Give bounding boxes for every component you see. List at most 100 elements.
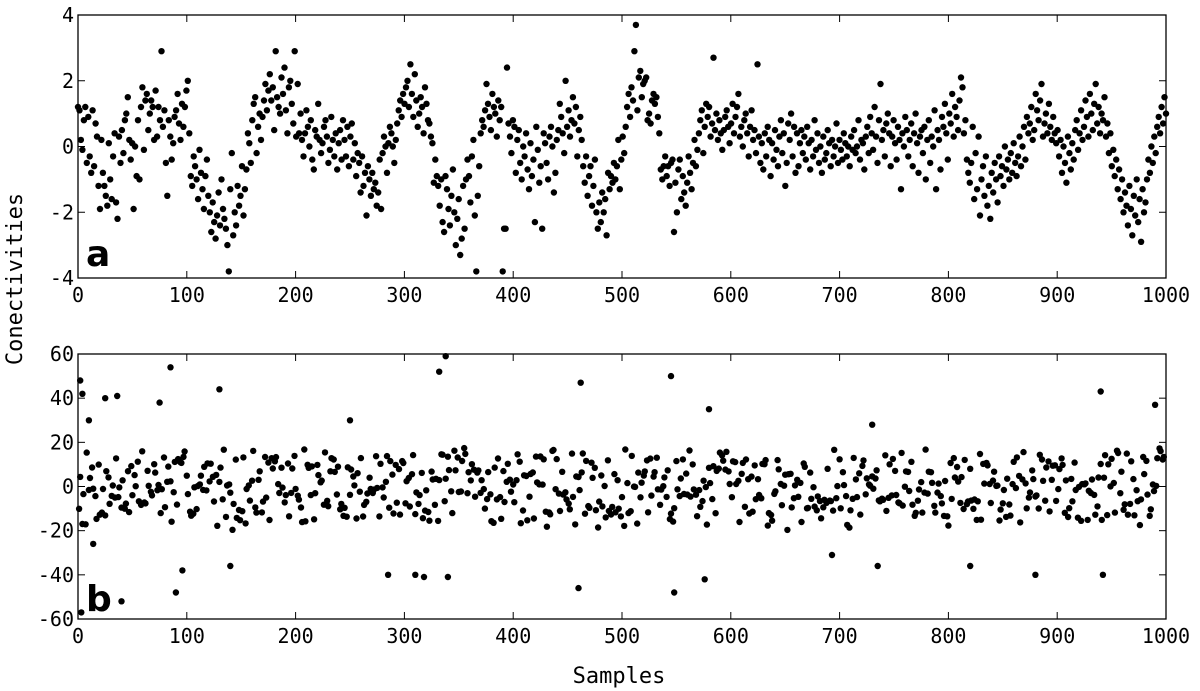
data-point: [455, 195, 462, 203]
data-point: [1100, 474, 1108, 481]
x-tick-label: 700: [822, 283, 858, 307]
data-point: [144, 467, 151, 474]
data-point: [162, 159, 170, 167]
data-point: [839, 156, 846, 163]
data-point: [1004, 156, 1012, 163]
data-point: [1104, 511, 1111, 519]
data-point: [530, 515, 538, 522]
data-point: [944, 513, 951, 520]
data-point: [197, 472, 205, 479]
data-point: [444, 573, 452, 581]
data-point: [592, 507, 600, 514]
data-point: [180, 453, 187, 461]
data-point: [1076, 130, 1083, 137]
data-point: [273, 94, 281, 101]
data-point: [969, 123, 976, 130]
data-point: [115, 493, 122, 501]
data-point: [216, 222, 224, 229]
data-point: [511, 499, 518, 506]
data-point: [153, 133, 161, 140]
data-point: [521, 153, 528, 160]
data-point: [1033, 492, 1040, 499]
data-point: [713, 110, 720, 117]
data-point: [909, 501, 916, 508]
data-point: [618, 156, 625, 163]
data-point: [935, 136, 943, 144]
data-point: [1095, 103, 1102, 111]
data-point: [265, 87, 272, 94]
data-point: [973, 186, 981, 193]
data-point: [928, 479, 936, 486]
data-point: [314, 461, 321, 469]
data-point: [749, 136, 757, 144]
data-point: [550, 189, 558, 196]
data-point: [1153, 482, 1160, 490]
data-point: [1030, 475, 1037, 483]
data-point: [801, 463, 808, 470]
data-point: [792, 169, 799, 176]
data-point: [1060, 143, 1067, 150]
data-point: [1020, 123, 1028, 130]
x-tick-label: 500: [604, 624, 640, 648]
data-point: [197, 169, 205, 176]
data-point: [392, 136, 399, 144]
data-point: [1147, 506, 1155, 513]
data-point: [406, 503, 413, 510]
data-point: [315, 471, 322, 479]
data-point: [165, 463, 172, 470]
data-point: [428, 468, 435, 475]
data-point: [1113, 156, 1120, 163]
data-point: [119, 477, 126, 484]
data-point: [603, 232, 610, 239]
data-point: [912, 509, 919, 516]
data-point: [1092, 80, 1099, 88]
data-point: [534, 146, 541, 153]
data-point: [1047, 123, 1054, 130]
x-tick-label: 1000: [1142, 624, 1190, 648]
data-point: [927, 159, 934, 167]
panel-b: 0 100 200 300 400 500 600 700 800 900 1000-60-40-2…: [38, 342, 1190, 648]
data-point: [758, 495, 765, 502]
data-point: [196, 481, 204, 488]
data-point: [517, 159, 524, 167]
data-point: [140, 146, 148, 153]
data-point: [565, 500, 572, 507]
y-tick-label: 40: [50, 386, 74, 410]
data-point: [346, 491, 354, 498]
data-point: [965, 169, 972, 176]
data-point: [585, 172, 593, 180]
data-point: [433, 172, 440, 180]
x-tick-label: 100: [169, 283, 205, 307]
data-point: [240, 212, 247, 219]
data-point: [449, 509, 456, 517]
data-point: [451, 209, 458, 216]
data-point: [193, 176, 200, 183]
data-point: [344, 123, 351, 130]
data-point: [562, 77, 569, 85]
data-point: [922, 176, 929, 183]
data-point: [853, 143, 861, 150]
data-point: [1045, 458, 1052, 465]
data-point: [552, 169, 559, 176]
data-point: [637, 494, 644, 501]
data-point: [578, 469, 585, 476]
data-point: [807, 166, 814, 173]
data-point: [767, 511, 775, 519]
data-point: [818, 169, 826, 176]
data-point: [417, 94, 424, 101]
data-point: [533, 123, 540, 130]
data-point: [257, 136, 265, 144]
data-point: [710, 463, 717, 470]
data-point: [1032, 90, 1039, 98]
data-point: [152, 469, 159, 476]
data-point: [79, 146, 86, 153]
data-point: [715, 465, 722, 472]
data-point: [465, 469, 472, 476]
data-point: [569, 493, 577, 501]
data-point: [252, 94, 259, 101]
data-point: [444, 453, 452, 460]
data-point: [566, 133, 574, 140]
data-point: [644, 509, 652, 516]
data-point: [99, 169, 107, 176]
data-point: [604, 457, 612, 464]
